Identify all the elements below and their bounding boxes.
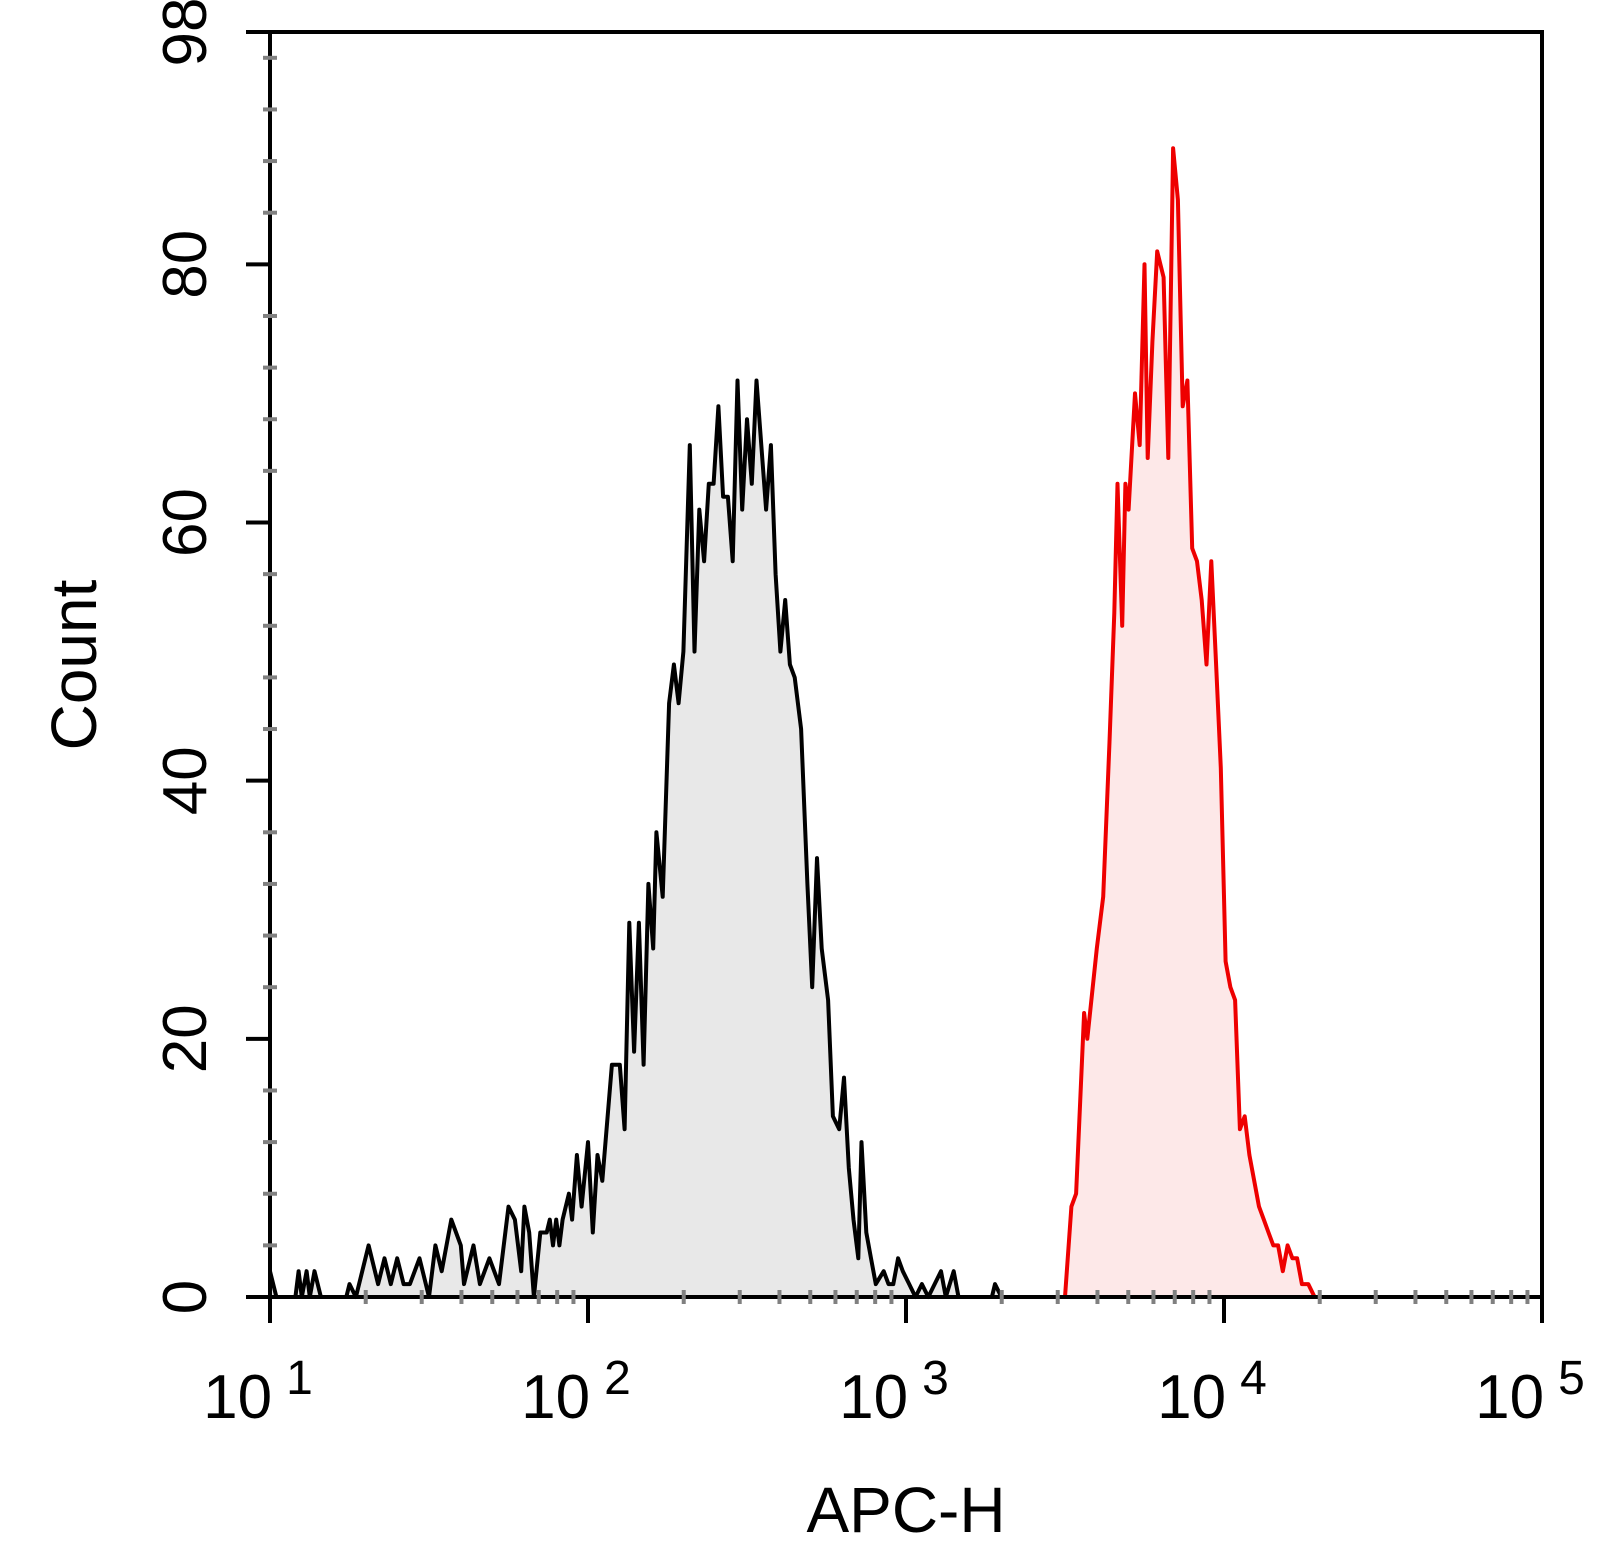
x-tick-base: 10 — [521, 1363, 590, 1432]
x-axis-ticks: 10 1 10 2 10 3 10 4 10 5 — [203, 1290, 1585, 1432]
series-1-area — [1065, 148, 1315, 1298]
series-0-line — [268, 378, 1004, 1299]
plot-frame — [268, 30, 1544, 1299]
x-tick-label: 10 3 — [839, 1352, 949, 1432]
y-tick-label: 20 — [151, 1004, 220, 1073]
x-tick-exponent: 2 — [604, 1352, 631, 1405]
series-layer — [268, 146, 1317, 1299]
y-tick-label: 40 — [151, 746, 220, 815]
y-axis-ticks: 0 20 40 60 80 98 — [151, 0, 277, 1314]
x-tick-base: 10 — [1475, 1363, 1544, 1432]
series-0-area — [270, 380, 1002, 1297]
y-tick-label: 0 — [151, 1280, 220, 1314]
x-tick-exponent: 1 — [286, 1352, 313, 1405]
y-axis-title: Count — [38, 579, 110, 750]
y-tick-label: 60 — [151, 488, 220, 557]
x-tick-label: 10 4 — [1157, 1352, 1267, 1432]
x-tick-base: 10 — [203, 1363, 272, 1432]
x-tick-base: 10 — [1157, 1363, 1226, 1432]
series-1-line — [1063, 146, 1317, 1298]
y-tick-label: 98 — [151, 0, 220, 66]
x-tick-exponent: 3 — [922, 1352, 949, 1405]
x-tick-label: 10 2 — [521, 1352, 631, 1432]
x-axis-title: APC-H — [806, 1474, 1005, 1546]
y-tick-label: 80 — [151, 230, 220, 299]
plot-area: 10 1 10 2 10 3 10 4 10 5 0 20 40 60 80 98 — [151, 0, 1585, 1432]
x-tick-exponent: 5 — [1558, 1352, 1585, 1405]
x-tick-label: 10 1 — [203, 1352, 313, 1432]
x-tick-label: 10 5 — [1475, 1352, 1585, 1432]
x-tick-base: 10 — [839, 1363, 908, 1432]
x-tick-exponent: 4 — [1240, 1352, 1267, 1405]
